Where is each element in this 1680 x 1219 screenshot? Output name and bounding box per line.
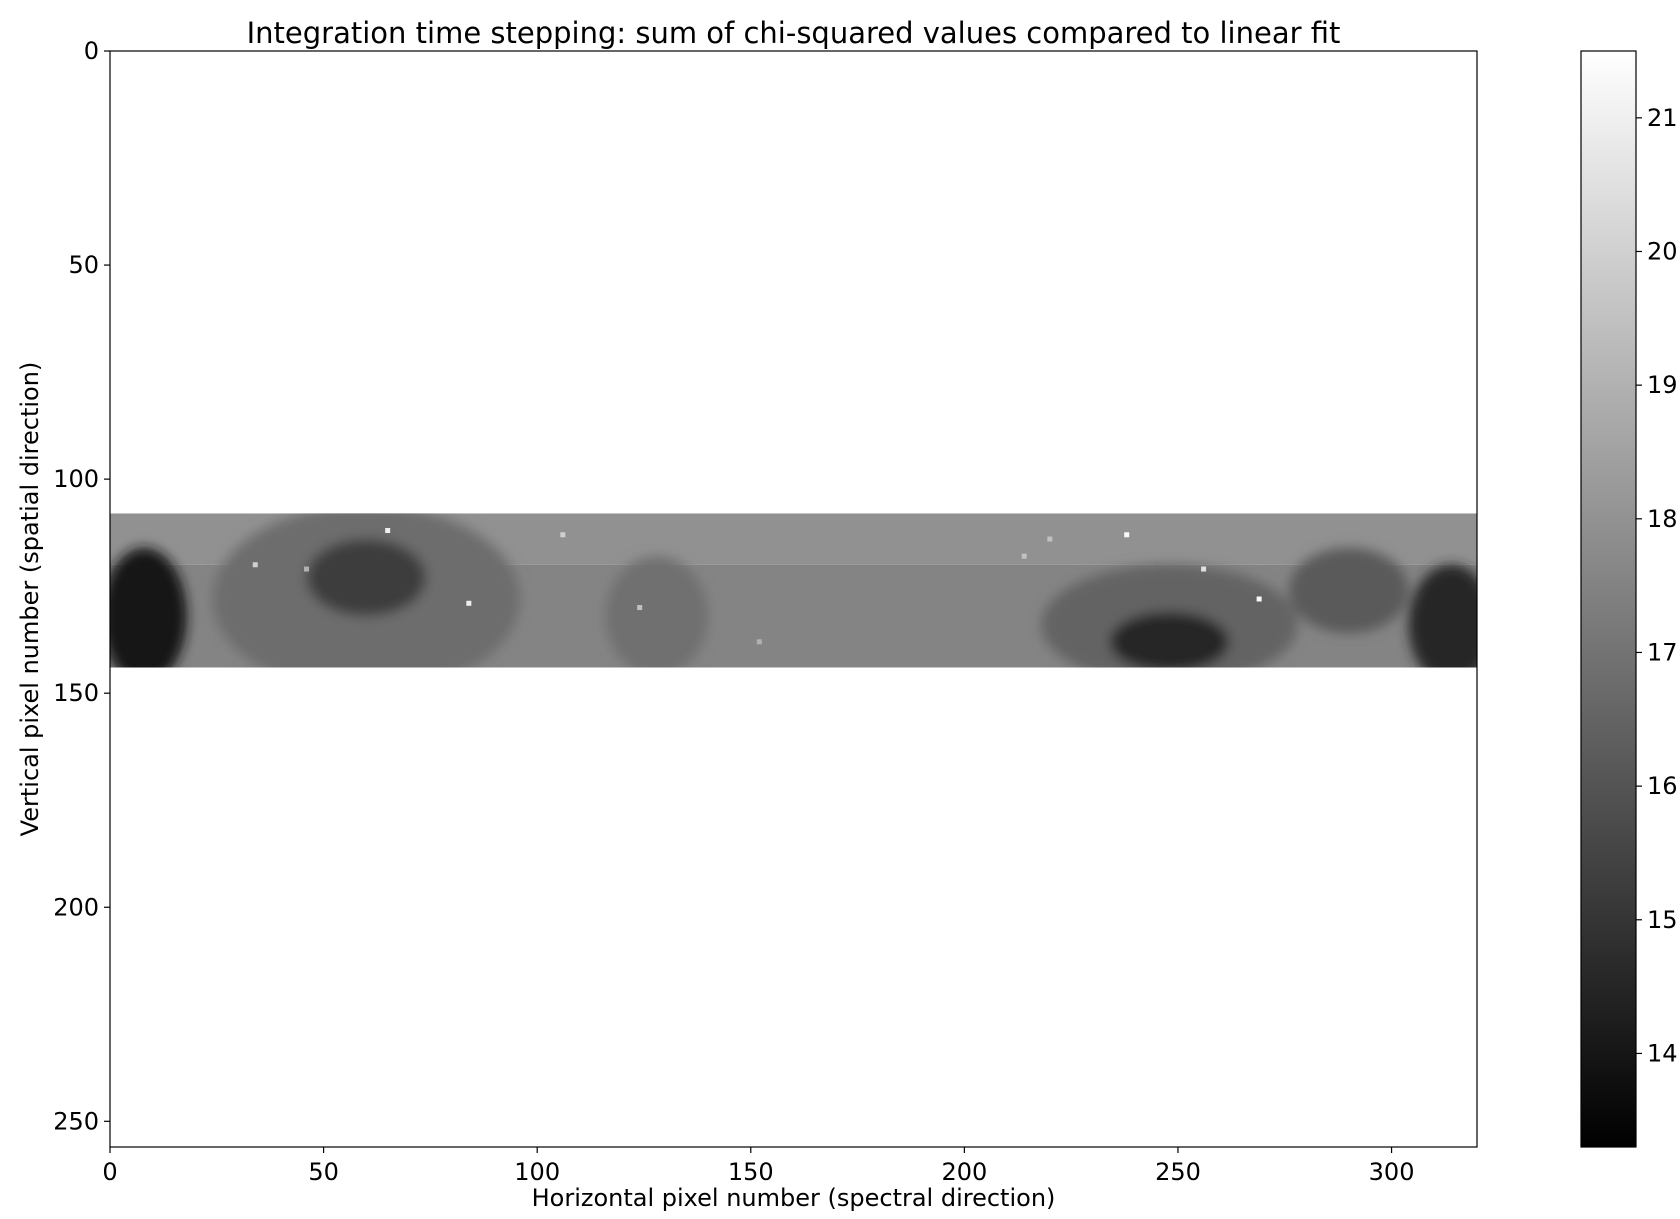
x-tick-label: 200 bbox=[941, 1158, 987, 1186]
x-axis: 0 50 100 150 200 250 300 bbox=[102, 1147, 1414, 1186]
x-tick-label: 0 bbox=[102, 1158, 117, 1186]
colorbar-tick-label: 15 bbox=[1647, 906, 1678, 934]
band-feature bbox=[605, 556, 709, 668]
y-tick-label: 100 bbox=[53, 465, 99, 493]
x-tick-label: 100 bbox=[514, 1158, 560, 1186]
y-tick-label: 50 bbox=[68, 251, 99, 279]
colorbar-gradient bbox=[1580, 50, 1637, 1148]
band-structure bbox=[110, 513, 1477, 668]
x-tick-label: 300 bbox=[1369, 1158, 1415, 1186]
data-band bbox=[110, 513, 1477, 668]
colorbar: 14 15 16 17 18 19 20 21 bbox=[1580, 50, 1678, 1148]
hot-pixel bbox=[1124, 532, 1130, 538]
y-tick-label: 0 bbox=[84, 37, 99, 65]
x-tick-label: 150 bbox=[728, 1158, 774, 1186]
hot-pixel bbox=[1201, 566, 1207, 572]
hot-pixel bbox=[466, 600, 472, 606]
colorbar-tick-label: 21 bbox=[1647, 104, 1678, 132]
hot-pixel bbox=[1047, 536, 1053, 542]
band-feature bbox=[1109, 611, 1230, 668]
hot-pixel bbox=[252, 562, 258, 568]
y-axis-title: Vertical pixel number (spatial direction… bbox=[16, 362, 44, 837]
colorbar-tick-label: 19 bbox=[1647, 371, 1678, 399]
hot-pixel bbox=[385, 528, 391, 533]
y-tick-label: 150 bbox=[53, 679, 99, 707]
hot-pixel bbox=[1256, 596, 1262, 602]
colorbar-ticks: 14 15 16 17 18 19 20 21 bbox=[1636, 104, 1678, 1067]
hot-pixel bbox=[560, 532, 566, 538]
y-tick-label: 200 bbox=[53, 893, 99, 921]
band-feature bbox=[110, 547, 187, 668]
colorbar-tick-label: 18 bbox=[1647, 505, 1678, 533]
band-feature bbox=[1289, 547, 1409, 634]
x-axis-title: Horizontal pixel number (spectral direct… bbox=[532, 1184, 1056, 1212]
x-tick-label: 250 bbox=[1155, 1158, 1201, 1186]
y-tick-label: 250 bbox=[53, 1107, 99, 1135]
hot-pixel bbox=[304, 566, 310, 572]
chart-title: Integration time stepping: sum of chi-sq… bbox=[247, 16, 1341, 50]
x-tick-label: 50 bbox=[308, 1158, 339, 1186]
colorbar-tick-label: 20 bbox=[1647, 237, 1678, 265]
band-feature bbox=[1408, 564, 1477, 668]
hot-pixel bbox=[1021, 553, 1027, 559]
plot-area bbox=[109, 50, 1478, 1148]
band-feature bbox=[306, 539, 427, 617]
hot-pixel bbox=[637, 605, 643, 611]
colorbar-tick-label: 16 bbox=[1647, 772, 1678, 800]
y-axis: 0 50 100 150 200 250 bbox=[53, 37, 110, 1135]
plot-frame bbox=[109, 50, 1478, 1148]
hot-pixel bbox=[756, 639, 762, 645]
colorbar-tick-label: 14 bbox=[1647, 1039, 1678, 1067]
colorbar-tick-label: 17 bbox=[1647, 638, 1678, 666]
